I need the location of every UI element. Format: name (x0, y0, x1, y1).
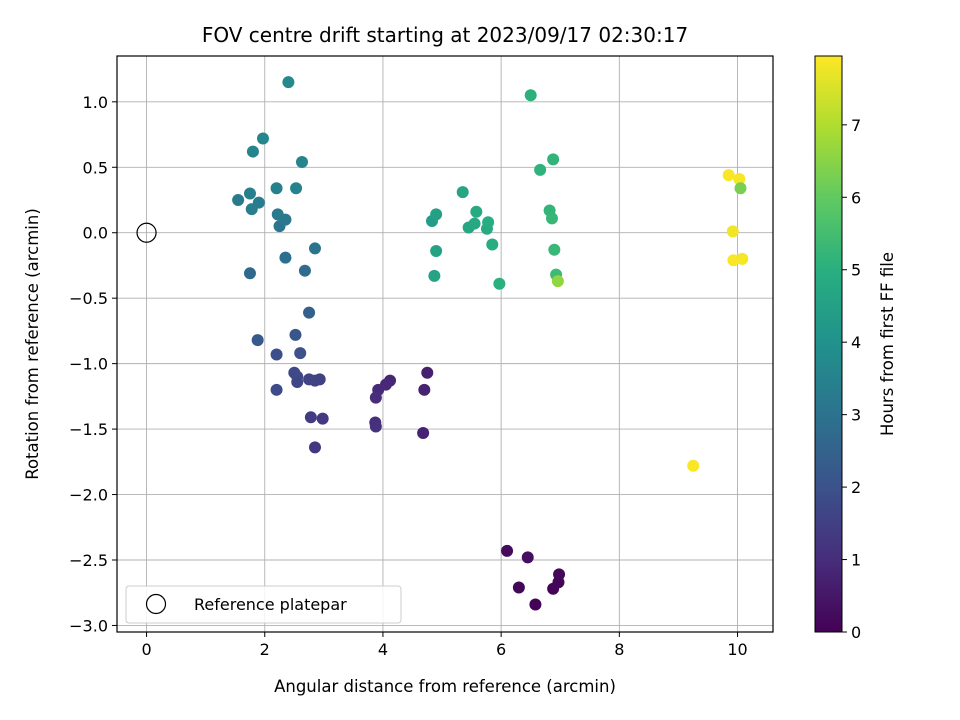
data-point (428, 269, 441, 282)
data-point (270, 383, 283, 396)
data-point (303, 373, 316, 386)
colorbar: 0 1 2 3 4 5 6 7 Hours from first FF file (814, 55, 897, 642)
data-point (232, 194, 245, 206)
y-tick-label: 1.0 (83, 93, 108, 112)
colorbar-label: Hours from first FF file (878, 252, 897, 436)
data-point (547, 153, 560, 166)
x-tick-label: 4 (378, 640, 388, 659)
data-point (687, 459, 700, 472)
data-point (734, 182, 747, 195)
data-point (524, 89, 537, 102)
chart-title: FOV centre drift starting at 2023/09/17 … (202, 23, 688, 47)
data-point (551, 275, 564, 288)
data-point (470, 205, 483, 218)
data-point (421, 366, 434, 379)
data-point (279, 251, 292, 264)
data-point (270, 182, 283, 195)
y-tick-label: −2.0 (69, 486, 108, 505)
data-point (512, 581, 525, 594)
data-point (733, 173, 746, 186)
data-point (521, 551, 534, 564)
data-point (270, 348, 283, 361)
data-point (430, 208, 443, 221)
legend-label: Reference platepar (194, 595, 347, 614)
data-point (245, 203, 258, 216)
data-point (246, 145, 259, 158)
colorbar-tick-label: 3 (851, 406, 861, 425)
y-tick-label: −3.0 (69, 616, 108, 635)
x-tick-label: 2 (260, 640, 270, 659)
data-point (304, 411, 317, 424)
colorbar-tick-label: 0 (851, 623, 861, 642)
data-point (316, 412, 329, 425)
colorbar-tick-label: 5 (851, 261, 861, 280)
data-point (482, 216, 495, 229)
y-axis-label: Rotation from reference (arcmin) (23, 208, 42, 480)
data-point (303, 306, 316, 319)
data-point (722, 169, 735, 182)
colorbar-ticks: 0 1 2 3 4 5 6 7 (842, 116, 861, 642)
x-tick-label: 10 (727, 640, 747, 659)
data-point (529, 598, 542, 611)
x-tick-label: 0 (141, 640, 151, 659)
y-tick-label: −1.5 (69, 420, 108, 439)
data-point (417, 427, 430, 440)
data-point (294, 347, 307, 360)
colorbar-tick-label: 1 (851, 551, 861, 570)
data-point (726, 225, 739, 238)
data-point (290, 182, 303, 195)
data-point (308, 441, 321, 454)
data-point (282, 76, 295, 89)
data-point (534, 163, 547, 176)
data-point (736, 252, 749, 265)
colorbar-tick-label: 2 (851, 478, 861, 497)
x-axis-ticks: 0 2 4 6 8 10 (141, 632, 748, 659)
data-point (243, 267, 256, 280)
colorbar-tick-label: 4 (851, 333, 861, 352)
data-point (243, 187, 256, 200)
data-point (493, 277, 506, 290)
plot-frame (116, 55, 774, 633)
data-point (486, 238, 499, 251)
y-tick-label: 0.0 (83, 224, 108, 243)
x-tick-label: 6 (496, 640, 506, 659)
colorbar-tick-label: 7 (851, 116, 861, 135)
y-tick-label: −2.5 (69, 551, 108, 570)
y-tick-label: −0.5 (69, 289, 108, 308)
data-point (545, 212, 558, 225)
data-point (548, 243, 561, 256)
data-point (430, 245, 443, 258)
y-tick-label: −1.0 (69, 355, 108, 374)
data-point (468, 217, 481, 230)
data-points (136, 76, 749, 611)
legend-box (125, 585, 402, 624)
data-point (456, 186, 469, 199)
data-point (308, 242, 321, 255)
colorbar-gradient (815, 56, 842, 632)
colorbar-frame (814, 55, 843, 633)
data-point (251, 334, 264, 347)
data-point (288, 366, 301, 379)
data-point (501, 544, 514, 557)
grid (117, 56, 773, 632)
y-axis-ticks: 1.0 0.5 0.0 −0.5 −1.0 −1.5 −2.0 −2.5 −3.0 (69, 93, 117, 635)
data-point (256, 132, 269, 145)
data-point (298, 264, 311, 277)
legend-reference-marker (145, 593, 167, 615)
data-point (271, 208, 284, 221)
x-tick-label: 8 (614, 640, 624, 659)
data-point (418, 383, 431, 396)
data-point (295, 156, 308, 169)
data-point (369, 391, 382, 404)
data-point (553, 568, 566, 581)
data-point (369, 420, 382, 433)
data-point (727, 254, 740, 267)
data-point (289, 328, 302, 341)
reference-platepar-marker (136, 222, 157, 243)
legend: Reference platepar (125, 585, 402, 624)
y-tick-label: 0.5 (83, 158, 108, 177)
colorbar-tick-label: 6 (851, 188, 861, 207)
x-axis-label: Angular distance from reference (arcmin) (274, 677, 616, 696)
